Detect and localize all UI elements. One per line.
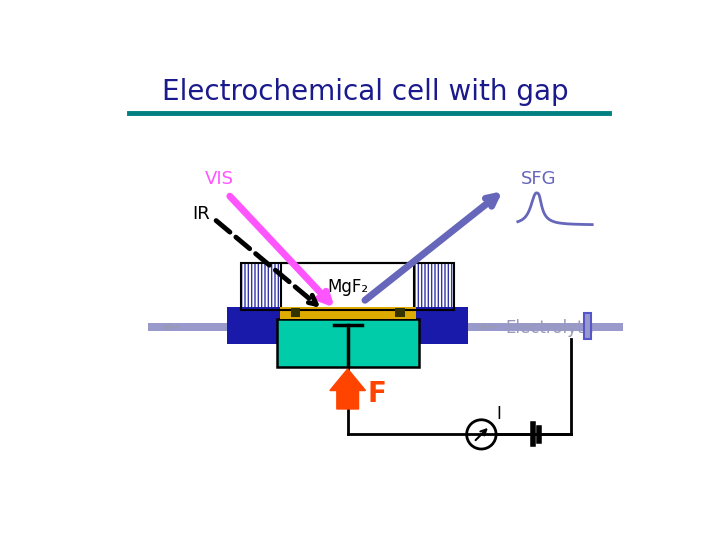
Bar — [280, 321, 415, 332]
Text: Electrochemical cell with gap: Electrochemical cell with gap — [162, 78, 568, 106]
Text: IR: IR — [192, 205, 210, 223]
Text: F: F — [368, 380, 387, 408]
Bar — [148, 323, 228, 331]
Text: MgF₂: MgF₂ — [327, 278, 368, 295]
Bar — [228, 307, 280, 343]
FancyArrow shape — [330, 369, 366, 409]
Bar — [395, 308, 405, 318]
Bar — [414, 264, 454, 309]
Bar — [585, 313, 591, 339]
Bar — [291, 308, 300, 318]
Bar — [241, 264, 282, 309]
Text: I: I — [496, 406, 501, 423]
Bar — [415, 307, 468, 343]
Bar — [241, 264, 454, 309]
Text: SFG: SFG — [521, 170, 557, 188]
Text: VIS: VIS — [204, 170, 234, 188]
Bar — [276, 319, 418, 367]
Text: Electrolyte: Electrolyte — [505, 319, 594, 336]
Bar — [282, 264, 414, 309]
Bar — [468, 323, 624, 331]
Bar — [280, 307, 415, 319]
